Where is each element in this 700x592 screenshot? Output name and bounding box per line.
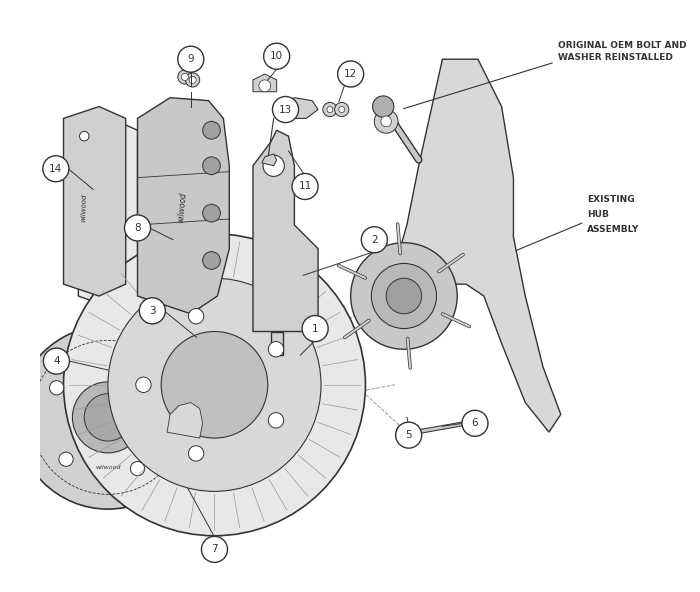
Polygon shape (253, 130, 318, 332)
Polygon shape (395, 59, 561, 432)
Circle shape (263, 155, 284, 176)
Circle shape (372, 263, 437, 329)
Circle shape (43, 156, 69, 182)
Circle shape (178, 70, 192, 84)
Circle shape (72, 382, 144, 453)
Circle shape (186, 73, 199, 87)
Polygon shape (167, 403, 202, 438)
Circle shape (161, 332, 268, 438)
Text: EXISTING: EXISTING (587, 195, 635, 204)
Circle shape (188, 308, 204, 324)
Circle shape (395, 422, 421, 448)
Circle shape (337, 61, 364, 87)
Circle shape (327, 107, 333, 112)
Circle shape (202, 536, 228, 562)
Circle shape (80, 131, 89, 141)
Text: 14: 14 (49, 164, 62, 173)
Text: wilwood: wilwood (80, 193, 88, 221)
Text: 3: 3 (149, 306, 155, 316)
Text: 6: 6 (472, 419, 478, 428)
Circle shape (202, 204, 220, 222)
Text: 11: 11 (298, 182, 312, 191)
Polygon shape (276, 98, 318, 118)
Circle shape (462, 410, 488, 436)
Circle shape (84, 394, 132, 441)
Circle shape (202, 252, 220, 269)
Circle shape (400, 429, 407, 436)
Circle shape (381, 116, 391, 127)
Circle shape (386, 278, 421, 314)
Circle shape (43, 348, 69, 374)
Circle shape (160, 410, 174, 424)
Text: 4: 4 (53, 356, 60, 366)
Text: 12: 12 (344, 69, 357, 79)
Text: 9: 9 (188, 54, 194, 64)
Text: ASSEMBLY: ASSEMBLY (587, 225, 640, 234)
Circle shape (268, 342, 284, 357)
Circle shape (125, 215, 150, 241)
Text: 7: 7 (211, 545, 218, 554)
Circle shape (339, 107, 344, 112)
Circle shape (268, 413, 284, 428)
Text: 10: 10 (270, 52, 284, 61)
Circle shape (202, 121, 220, 139)
Polygon shape (253, 74, 276, 92)
Circle shape (59, 452, 74, 466)
Polygon shape (271, 332, 283, 355)
Circle shape (351, 243, 457, 349)
Circle shape (16, 326, 199, 509)
Circle shape (139, 298, 165, 324)
Circle shape (189, 76, 196, 83)
Circle shape (188, 446, 204, 461)
Polygon shape (78, 118, 137, 308)
Text: wilwood: wilwood (95, 465, 120, 470)
Circle shape (302, 316, 328, 342)
Text: WASHER REINSTALLED: WASHER REINSTALLED (558, 53, 673, 62)
Text: 8: 8 (134, 223, 141, 233)
Circle shape (181, 73, 188, 81)
Polygon shape (64, 107, 126, 296)
Text: 2: 2 (371, 235, 377, 244)
Circle shape (272, 96, 298, 123)
Polygon shape (262, 154, 276, 166)
Circle shape (108, 278, 321, 491)
Circle shape (130, 462, 145, 476)
Circle shape (64, 234, 365, 536)
Circle shape (264, 43, 290, 69)
Polygon shape (137, 98, 230, 314)
Circle shape (396, 424, 412, 440)
Circle shape (374, 110, 398, 133)
Text: wilwood: wilwood (176, 191, 188, 223)
Text: 1: 1 (312, 324, 318, 333)
Text: 5: 5 (405, 430, 412, 440)
Circle shape (202, 157, 220, 175)
Circle shape (178, 46, 204, 72)
Circle shape (259, 80, 271, 92)
Circle shape (116, 353, 130, 367)
Text: HUB: HUB (587, 210, 609, 219)
Text: ORIGINAL OEM BOLT AND: ORIGINAL OEM BOLT AND (558, 41, 687, 50)
Circle shape (292, 173, 318, 200)
Circle shape (372, 96, 394, 117)
Circle shape (50, 381, 64, 395)
Circle shape (361, 227, 387, 253)
Circle shape (323, 102, 337, 117)
Circle shape (335, 102, 349, 117)
Text: 13: 13 (279, 105, 292, 114)
Circle shape (136, 377, 151, 392)
